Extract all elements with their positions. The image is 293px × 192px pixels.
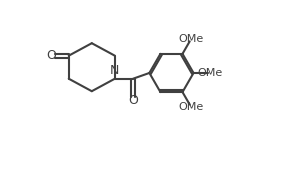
Text: OMe: OMe: [178, 102, 203, 112]
Text: OMe: OMe: [197, 68, 223, 78]
Text: OMe: OMe: [178, 34, 203, 44]
Text: O: O: [47, 49, 56, 62]
Text: O: O: [128, 94, 138, 107]
Text: N: N: [110, 64, 120, 77]
